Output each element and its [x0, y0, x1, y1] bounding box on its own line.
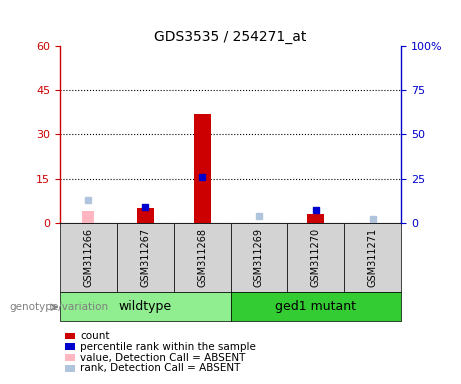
Text: genotype/variation: genotype/variation: [9, 302, 108, 312]
Text: count: count: [80, 331, 110, 341]
Bar: [230, 223, 287, 292]
Bar: [83, 211, 95, 223]
Text: value, Detection Call = ABSENT: value, Detection Call = ABSENT: [80, 353, 246, 362]
Text: GSM311266: GSM311266: [83, 228, 94, 287]
Text: GSM311269: GSM311269: [254, 228, 264, 287]
Bar: [65, 354, 75, 361]
Bar: [65, 365, 75, 372]
Bar: [230, 292, 401, 321]
Title: GDS3535 / 254271_at: GDS3535 / 254271_at: [154, 30, 307, 44]
Bar: [344, 223, 401, 292]
Text: GSM311271: GSM311271: [367, 228, 378, 287]
Bar: [307, 214, 324, 223]
Text: GSM311270: GSM311270: [311, 228, 321, 287]
Text: wildtype: wildtype: [118, 300, 172, 313]
Bar: [117, 223, 174, 292]
Bar: [194, 114, 211, 223]
Bar: [174, 223, 230, 292]
Bar: [65, 333, 75, 339]
Bar: [60, 292, 230, 321]
Text: rank, Detection Call = ABSENT: rank, Detection Call = ABSENT: [80, 363, 241, 373]
Bar: [60, 223, 117, 292]
Text: GSM311267: GSM311267: [140, 228, 150, 287]
Bar: [65, 343, 75, 350]
Bar: [287, 223, 344, 292]
Text: ged1 mutant: ged1 mutant: [275, 300, 356, 313]
Text: GSM311268: GSM311268: [197, 228, 207, 287]
Text: percentile rank within the sample: percentile rank within the sample: [80, 342, 256, 352]
Bar: [136, 208, 154, 223]
